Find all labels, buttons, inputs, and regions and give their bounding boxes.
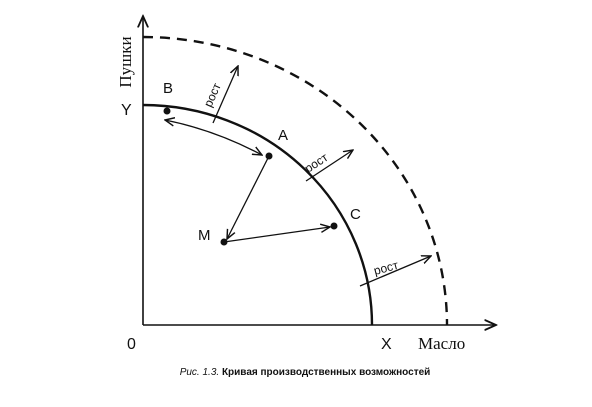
- y-axis-label: Пушки: [116, 36, 135, 87]
- point-a: [265, 152, 273, 160]
- arrow-m-c: [223, 227, 330, 243]
- ppf-curve: [142, 103, 374, 326]
- x-intercept-label: X: [381, 336, 392, 353]
- growth-label: рост: [302, 150, 331, 176]
- arrow-a-b: [165, 120, 262, 155]
- growth-arrow: [212, 66, 238, 124]
- point-label: B: [163, 80, 173, 97]
- arrow-a-m: [227, 155, 270, 239]
- point-label: A: [278, 127, 288, 144]
- growth-arrow: [305, 150, 353, 182]
- point-b: [163, 107, 171, 115]
- point-label: M: [198, 227, 211, 244]
- x-axis-label: Масло: [418, 334, 465, 353]
- caption: Рис. 1.3. Кривая производственных возмож…: [180, 367, 431, 378]
- arrows: [165, 66, 431, 287]
- caption-title: Кривая производственных возможностей: [222, 367, 430, 378]
- point-m: [220, 238, 228, 246]
- axes: [143, 16, 496, 325]
- shifted-ppf-curve: [142, 35, 449, 326]
- growth-label: рост: [372, 258, 400, 278]
- growth-arrow: [359, 256, 431, 287]
- point-c: [330, 222, 338, 230]
- point-label: C: [350, 206, 361, 223]
- y-intercept-label: Y: [121, 102, 132, 119]
- points: [163, 107, 338, 246]
- caption-number: Рис. 1.3.: [180, 367, 219, 378]
- origin-label: 0: [127, 336, 136, 353]
